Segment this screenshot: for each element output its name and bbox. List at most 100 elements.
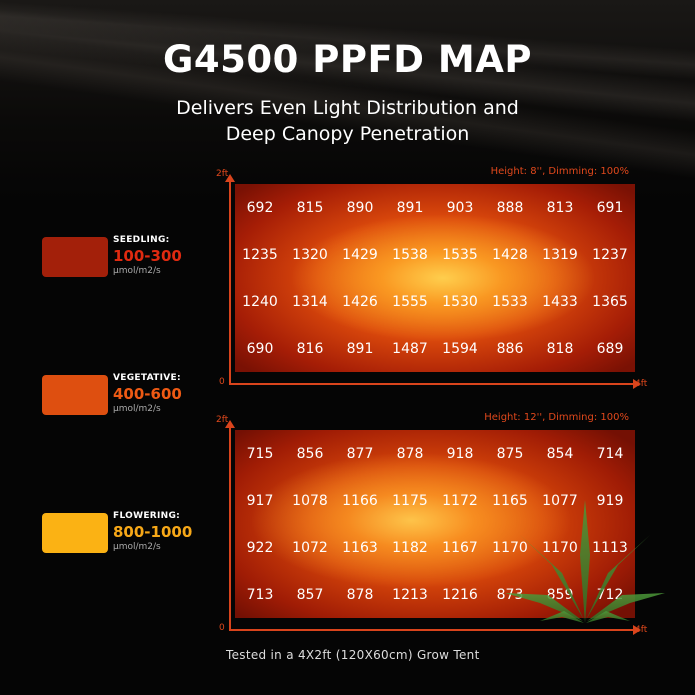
- ppfd-value: 818: [546, 340, 574, 357]
- y-axis: [229, 426, 231, 630]
- legend-range: 400-600: [113, 385, 182, 403]
- ppfd-value: 1216: [442, 586, 478, 603]
- ppfd-value: 878: [346, 586, 374, 603]
- ppfd-value: 1237: [592, 246, 628, 263]
- page-subtitle: Delivers Even Light Distribution and Dee…: [0, 95, 695, 147]
- legend-unit: μmol/m2/s: [113, 266, 161, 276]
- ppfd-value: 875: [496, 445, 524, 462]
- ppfd-value: 815: [296, 199, 324, 216]
- y-axis-arrow-icon: [225, 174, 235, 182]
- background-light-bars: [0, 0, 695, 200]
- ppfd-value: 1538: [392, 246, 428, 263]
- ppfd-value: 1078: [292, 492, 328, 509]
- ppfd-value: 1172: [442, 492, 478, 509]
- x-axis-arrow-icon: [633, 625, 641, 635]
- ppfd-value: 715: [246, 445, 274, 462]
- origin-label: 0: [219, 623, 225, 633]
- ppfd-grid: 715 856 877 878 918 875 854 714 917 1078 1166 1175 1…: [235, 430, 635, 618]
- ppfd-value: 691: [596, 199, 624, 216]
- ppfd-value: 856: [296, 445, 324, 462]
- ppfd-value: 1182: [392, 539, 428, 556]
- y-axis-arrow-icon: [225, 420, 235, 428]
- ppfd-value: 1530: [442, 293, 478, 310]
- x-max-label: 4ft: [635, 625, 648, 635]
- subtitle-line-1: Delivers Even Light Distribution and: [176, 97, 519, 119]
- ppfd-value: 813: [546, 199, 574, 216]
- ppfd-value: 713: [246, 586, 274, 603]
- legend-name: SEEDLING:: [113, 235, 170, 245]
- legend-swatch-vegetative: [42, 375, 108, 415]
- ppfd-value: 1213: [392, 586, 428, 603]
- subtitle-line-2: Deep Canopy Penetration: [225, 123, 470, 145]
- ppfd-value: 1320: [292, 246, 328, 263]
- ppfd-value: 1433: [542, 293, 578, 310]
- ppfd-value: 690: [246, 340, 274, 357]
- y-max-label: 2ft: [216, 169, 229, 179]
- y-max-label: 2ft: [216, 415, 229, 425]
- ppfd-value: 714: [596, 445, 624, 462]
- ppfd-value: 692: [246, 199, 274, 216]
- ppfd-value: 1170: [542, 539, 578, 556]
- y-axis: [229, 180, 231, 384]
- origin-label: 0: [219, 377, 225, 387]
- ppfd-value: 1235: [242, 246, 278, 263]
- ppfd-map-8in: 2ft 0 4ft Height: 8'', Dimming: 100% 692…: [215, 166, 647, 389]
- legend-swatch-seedling: [42, 237, 108, 277]
- ppfd-value: 891: [396, 199, 424, 216]
- legend-range: 100-300: [113, 247, 182, 265]
- ppfd-value: 1365: [592, 293, 628, 310]
- x-axis: [229, 629, 635, 631]
- ppfd-value: 878: [396, 445, 424, 462]
- ppfd-value: 1594: [442, 340, 478, 357]
- ppfd-value: 1166: [342, 492, 378, 509]
- ppfd-value: 877: [346, 445, 374, 462]
- x-axis: [229, 383, 635, 385]
- ppfd-value: 1555: [392, 293, 428, 310]
- ppfd-value: 873: [496, 586, 524, 603]
- ppfd-value: 1113: [592, 539, 628, 556]
- ppfd-value: 1170: [492, 539, 528, 556]
- ppfd-value: 1163: [342, 539, 378, 556]
- ppfd-value: 890: [346, 199, 374, 216]
- ppfd-value: 922: [246, 539, 274, 556]
- map-info: Height: 8'', Dimming: 100%: [490, 166, 629, 177]
- ppfd-value: 886: [496, 340, 524, 357]
- legend-range: 800-1000: [113, 523, 193, 541]
- ppfd-map-12in: 2ft 0 4ft Height: 12'', Dimming: 100% 71…: [215, 412, 647, 635]
- ppfd-value: 918: [446, 445, 474, 462]
- ppfd-value: 917: [246, 492, 274, 509]
- page-title: G4500 PPFD MAP: [163, 38, 532, 81]
- ppfd-value: 1319: [542, 246, 578, 263]
- legend-name: FLOWERING:: [113, 511, 181, 521]
- ppfd-value: 1487: [392, 340, 428, 357]
- ppfd-value: 859: [546, 586, 574, 603]
- ppfd-value: 1175: [392, 492, 428, 509]
- ppfd-value: 1535: [442, 246, 478, 263]
- ppfd-value: 891: [346, 340, 374, 357]
- ppfd-grid: 692 815 890 891 903 888 813 691 1235 1320 1429 1538…: [235, 184, 635, 372]
- ppfd-value: 1429: [342, 246, 378, 263]
- ppfd-value: 854: [546, 445, 574, 462]
- legend-name: VEGETATIVE:: [113, 373, 181, 383]
- ppfd-value: 919: [596, 492, 624, 509]
- footer-note: Tested in a 4X2ft (120X60cm) Grow Tent: [226, 648, 480, 662]
- ppfd-value: 1240: [242, 293, 278, 310]
- legend-unit: μmol/m2/s: [113, 542, 161, 552]
- ppfd-value: 1314: [292, 293, 328, 310]
- ppfd-value: 816: [296, 340, 324, 357]
- ppfd-value: 903: [446, 199, 474, 216]
- ppfd-value: 857: [296, 586, 324, 603]
- ppfd-value: 1533: [492, 293, 528, 310]
- ppfd-value: 1072: [292, 539, 328, 556]
- x-axis-arrow-icon: [633, 379, 641, 389]
- ppfd-value: 1426: [342, 293, 378, 310]
- x-max-label: 4ft: [635, 379, 648, 389]
- heatmap-background: [235, 184, 635, 372]
- ppfd-value: 689: [596, 340, 624, 357]
- ppfd-value: 1165: [492, 492, 528, 509]
- legend-unit: μmol/m2/s: [113, 404, 161, 414]
- ppfd-value: 1077: [542, 492, 578, 509]
- legend-swatch-flowering: [42, 513, 108, 553]
- ppfd-value: 1167: [442, 539, 478, 556]
- ppfd-value: 1428: [492, 246, 528, 263]
